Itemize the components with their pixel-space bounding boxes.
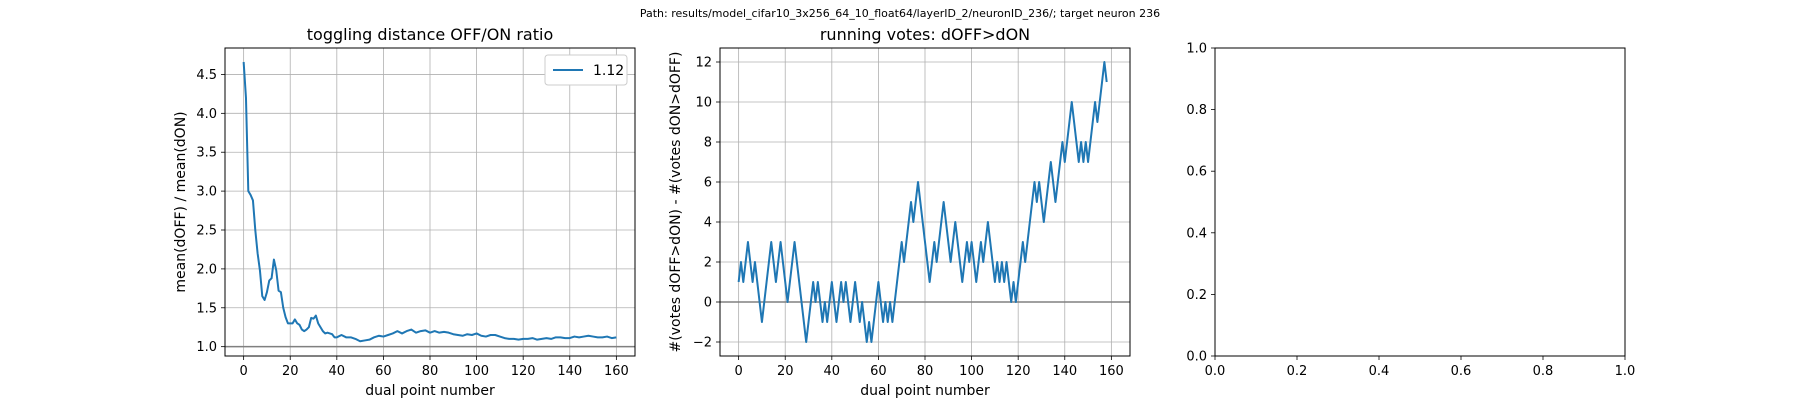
panel-votes-grid [720,48,1130,356]
panel-ratio-title: toggling distance OFF/ON ratio [307,25,553,44]
y-tick-label: 4.0 [196,107,217,122]
y-tick-label: 3.5 [196,146,217,161]
legend-box [544,54,628,86]
x-tick-label: 140 [1052,364,1077,379]
x-tick-label: 100 [959,364,984,379]
y-tick-label: 1.0 [196,340,217,355]
panel-empty-frame [1214,47,1626,357]
panel-ratio: toggling distance OFF/ON ratio 0 20 40 60 80… [173,25,636,399]
x-tick-label: 160 [604,364,629,379]
panel-ratio-plot [225,61,635,348]
x-tick-label: 0 [734,364,742,379]
x-tick-label: 140 [557,364,582,379]
y-tick-label: 0 [704,296,712,311]
panel-ratio-grid [225,48,635,356]
panel-votes-plot [720,61,1130,343]
y-tick-label: 4 [704,216,712,231]
panel-votes-xlabel: dual point number [860,383,990,399]
y-tick-label: 0.4 [1186,226,1207,241]
x-tick-label: 160 [1099,364,1124,379]
figure-suptitle: Path: results/model_cifar10_3x256_64_10_… [640,7,1160,20]
y-tick-label: 3.0 [196,185,217,200]
panel-votes-frame [719,47,1131,357]
panel-ratio-yticks: 1.0 1.5 2.0 2.5 3.0 3.5 4.0 4.5 [196,68,225,355]
panel-empty: 0.0 0.2 0.4 0.6 0.8 1.0 0.0 0.2 0.4 0.6 0.8 1.0 [1186,42,1635,380]
panel-empty-xticks: 0.0 0.2 0.4 0.6 0.8 1.0 [1205,356,1636,379]
y-tick-label: 1.0 [1186,42,1207,57]
y-tick-label: 0.0 [1186,350,1207,365]
y-tick-label: 8 [704,136,712,151]
x-tick-label: 0.2 [1287,364,1308,379]
panel-ratio-legend: 1.12 [544,54,628,86]
x-tick-label: 80 [917,364,934,379]
y-tick-label: −2 [693,336,712,351]
x-tick-label: 1.0 [1615,364,1636,379]
y-tick-label: 2 [704,256,712,271]
y-tick-label: 4.5 [196,68,217,83]
x-tick-label: 100 [464,364,489,379]
x-tick-label: 60 [870,364,887,379]
x-tick-label: 20 [282,364,299,379]
x-tick-label: 40 [824,364,841,379]
panel-votes-ylabel: #(votes dOFF>dON) - #(votes dON>dOFF) [668,52,684,353]
x-tick-label: 120 [1006,364,1031,379]
y-tick-label: 12 [695,56,712,71]
y-tick-label: 1.5 [196,301,217,316]
x-tick-label: 0 [239,364,247,379]
panel-ratio-ylabel: mean(dOFF) / mean(dON) [173,111,189,292]
x-tick-label: 20 [777,364,794,379]
y-tick-label: 10 [695,96,712,111]
legend-label: 1.12 [593,63,624,79]
x-tick-label: 40 [329,364,346,379]
panel-ratio-xlabel: dual point number [365,383,495,399]
x-tick-label: 0.6 [1451,364,1472,379]
series-line [737,61,1108,343]
y-tick-label: 6 [704,176,712,191]
x-tick-label: 0.8 [1533,364,1554,379]
panel-votes-xticks: 0 20 40 60 80 100 120 140 160 [734,356,1124,379]
y-tick-label: 0.2 [1186,288,1207,303]
y-tick-label: 0.8 [1186,103,1207,118]
panel-ratio-xticks: 0 20 40 60 80 100 120 140 160 [239,356,629,379]
x-tick-label: 0.0 [1205,364,1226,379]
x-tick-label: 120 [511,364,536,379]
series-line [242,61,617,343]
panel-votes: running votes: dOFF>dON 0 20 40 60 80 100 120 1… [668,25,1131,399]
y-tick-label: 2.0 [196,262,217,277]
panel-empty-yticks: 0.0 0.2 0.4 0.6 0.8 1.0 [1186,42,1215,365]
panel-ratio-frame [224,47,636,357]
y-tick-label: 2.5 [196,224,217,239]
y-tick-label: 0.6 [1186,165,1207,180]
x-tick-label: 80 [422,364,439,379]
panel-votes-title: running votes: dOFF>dON [820,25,1030,44]
x-tick-label: 0.4 [1369,364,1390,379]
panel-votes-yticks: −2 0 2 4 6 8 10 12 [693,56,720,351]
x-tick-label: 60 [375,364,392,379]
